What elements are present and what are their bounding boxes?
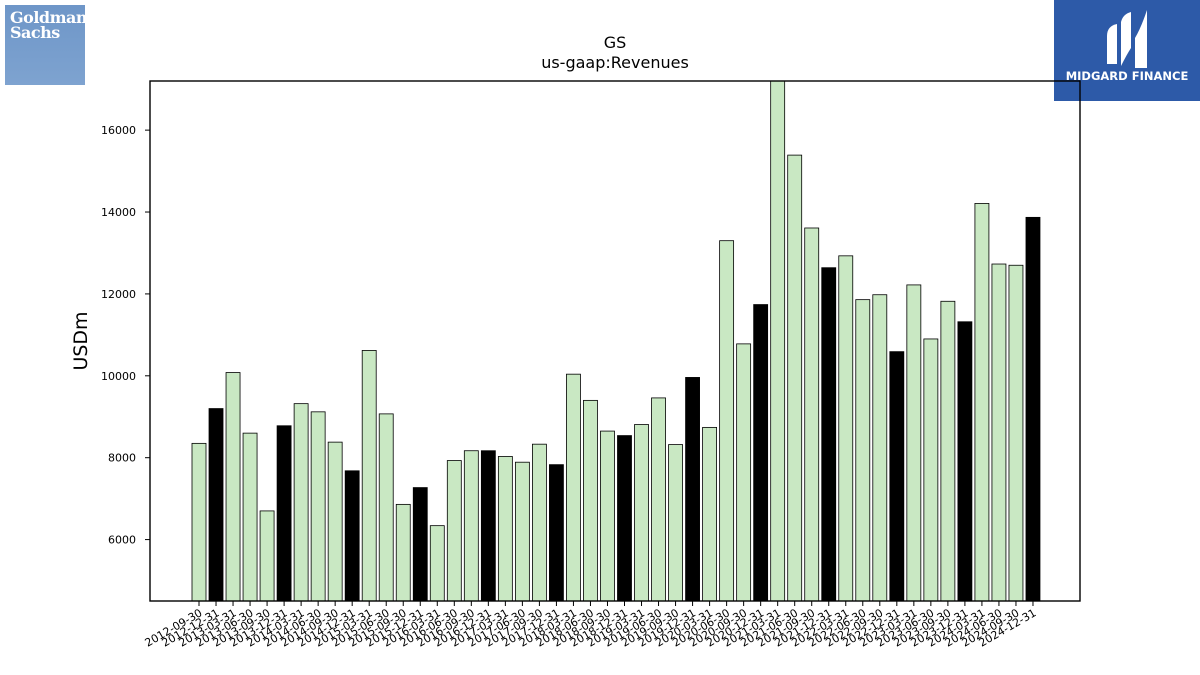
bar-2017-09-30 xyxy=(532,443,547,602)
bar-2014-06-30 xyxy=(310,411,326,602)
bar-2018-12-31 xyxy=(617,435,632,602)
y-axis-label: USDm xyxy=(70,311,92,370)
bar-2015-03-31 xyxy=(361,350,377,602)
bar-2018-03-31 xyxy=(566,373,581,602)
goldman-sachs-logo: Goldman Sachs xyxy=(5,5,88,85)
bar-2016-06-30 xyxy=(446,460,462,602)
y-tick-label: 8000 xyxy=(108,452,136,465)
bar-2023-06-30 xyxy=(923,338,939,602)
bar-2016-09-30 xyxy=(463,450,479,602)
bar-2014-03-31 xyxy=(293,403,309,602)
bar-2022-09-30 xyxy=(872,294,888,602)
bar-2012-09-30 xyxy=(191,442,207,602)
bar-2014-12-31 xyxy=(344,470,360,602)
bar-2016-03-31 xyxy=(429,525,445,602)
midgard-finance-logo: MIDGARD FINANCE xyxy=(1054,0,1200,101)
bar-2022-12-31 xyxy=(889,351,905,602)
bar-2021-03-31 xyxy=(770,80,786,602)
y-tick-label: 14000 xyxy=(101,206,136,219)
bar-2016-12-31 xyxy=(480,450,496,602)
bar-2014-09-30 xyxy=(327,441,343,602)
x-axis-ticks: 2012-09-302012-12-312013-03-312013-06-30… xyxy=(143,601,1038,650)
y-tick-label: 6000 xyxy=(108,534,136,547)
bar-2018-09-30 xyxy=(600,430,615,602)
bar-2015-06-30 xyxy=(378,413,394,602)
midgard-mark-icon xyxy=(1107,10,1147,68)
chart-subtitle: us-gaap:Revenues xyxy=(541,53,689,72)
bar-2013-06-30 xyxy=(242,432,258,602)
bar-2021-09-30 xyxy=(804,227,820,602)
plot-frame xyxy=(149,80,1081,602)
bar-2024-12-31 xyxy=(1025,216,1041,602)
y-tick-label: 10000 xyxy=(101,370,136,383)
chart-title: GS xyxy=(604,33,627,52)
bar-2023-03-31 xyxy=(906,284,922,602)
bar-2024-03-31 xyxy=(974,203,990,602)
bar-2019-06-30 xyxy=(651,397,666,602)
bar-2017-03-31 xyxy=(497,456,513,602)
bar-2024-09-30 xyxy=(1008,264,1024,602)
bar-2017-06-30 xyxy=(514,461,530,602)
y-tick-label: 12000 xyxy=(101,288,136,301)
bars-group xyxy=(191,80,1041,602)
bar-2019-12-31 xyxy=(685,377,700,602)
bar-2013-03-31 xyxy=(225,372,241,602)
bar-2021-12-31 xyxy=(821,267,837,602)
bar-2020-06-30 xyxy=(719,240,735,602)
bar-2019-09-30 xyxy=(668,444,683,602)
bar-2012-12-31 xyxy=(208,408,224,602)
bar-2019-03-31 xyxy=(634,424,649,602)
bar-2024-06-30 xyxy=(991,263,1007,602)
midgard-finance-text: MIDGARD FINANCE xyxy=(1065,69,1189,83)
bar-2020-09-30 xyxy=(736,343,752,602)
bar-2013-12-31 xyxy=(276,425,292,602)
bar-2023-12-31 xyxy=(957,321,973,602)
bar-2013-09-30 xyxy=(259,510,275,602)
bar-2018-06-30 xyxy=(583,399,598,602)
logo-line-2: Sachs xyxy=(10,23,60,42)
bar-2021-06-30 xyxy=(787,154,803,602)
bar-2017-12-31 xyxy=(549,464,564,602)
bar-2023-09-30 xyxy=(940,300,956,602)
bar-2020-12-31 xyxy=(753,304,769,602)
bar-2020-03-31 xyxy=(702,426,717,602)
y-axis-ticks: 6000 8000 10000 12000 14000 16000 xyxy=(101,124,150,547)
y-tick-label: 16000 xyxy=(101,124,136,137)
logo-line-1: Goldman xyxy=(10,8,88,27)
bar-2022-06-30 xyxy=(855,299,871,602)
bar-2015-12-31 xyxy=(412,487,428,602)
bar-2022-03-31 xyxy=(838,255,854,602)
bar-2015-09-30 xyxy=(395,503,411,602)
